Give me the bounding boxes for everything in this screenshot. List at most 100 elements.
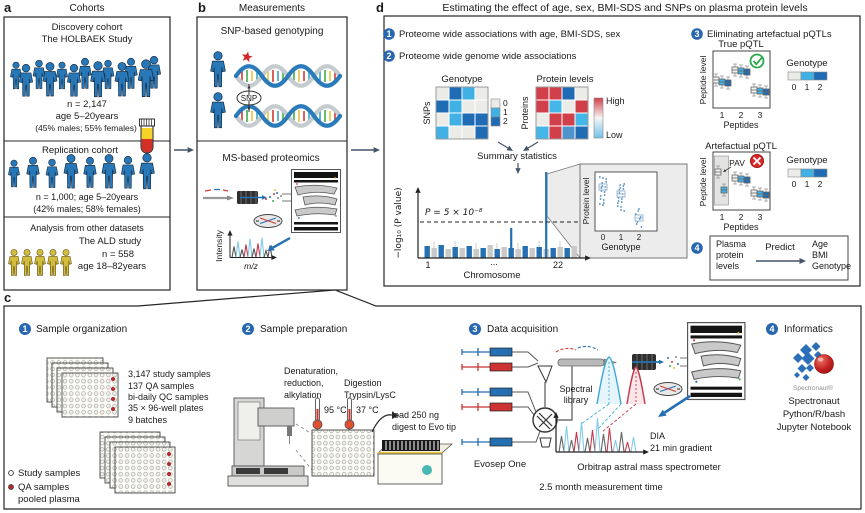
proteins-axis-label: Proteins xyxy=(520,96,530,130)
svg-text:0: 0 xyxy=(503,98,508,108)
step-2-text: Proteome wide genome wide associations xyxy=(399,51,577,62)
svg-text:3: 3 xyxy=(694,29,699,39)
svg-text:levels: levels xyxy=(716,261,740,271)
protein-heatmap xyxy=(535,86,589,140)
step-2-badge: 2 xyxy=(383,50,395,62)
svg-text:1: 1 xyxy=(619,233,624,242)
panel-b-label: b xyxy=(198,0,206,15)
svg-text:Digestion: Digestion xyxy=(344,378,382,388)
temp-37-label: 37 °C xyxy=(356,405,379,415)
spectronaut-logo-icon xyxy=(793,342,834,381)
connector-arrows xyxy=(174,85,806,455)
svg-text:3: 3 xyxy=(758,212,763,222)
svg-text:reduction,: reduction, xyxy=(284,378,324,388)
sample-organization-badge: 1 xyxy=(19,323,31,335)
blood-tube-icon xyxy=(139,118,155,154)
ald-age: age 18–82years xyxy=(78,261,146,272)
svg-text:Peptide level: Peptide level xyxy=(698,158,708,207)
data-acquisition-badge: 3 xyxy=(469,323,481,335)
svg-text:1: 1 xyxy=(720,212,725,222)
svg-text:1: 1 xyxy=(720,110,725,120)
genotype-matrix-legend: 0 1 2 xyxy=(490,98,508,127)
protein-matrix-title: Protein levels xyxy=(536,74,593,85)
measurement-time-label: 2.5 month measurement time xyxy=(539,482,663,493)
step-1-text: Proteome wide associations with age, BMI… xyxy=(399,29,620,40)
svg-text:alkylation: alkylation xyxy=(284,390,322,400)
dia-label: DIA xyxy=(650,431,665,441)
well-plate-stack-icon xyxy=(46,357,119,418)
genotyping-title: SNP-based genotyping xyxy=(221,26,324,37)
spectral-library-peaks-icon xyxy=(580,356,646,433)
svg-text:Denaturation,: Denaturation, xyxy=(284,366,338,376)
sample-organization-title: Sample organization xyxy=(36,324,127,335)
liquid-handler-robot-icon xyxy=(227,397,309,487)
svg-text:2: 2 xyxy=(739,212,744,222)
genotype-heatmap xyxy=(435,86,489,140)
panel-c-box xyxy=(3,289,862,510)
svg-text:Peptides: Peptides xyxy=(723,222,759,232)
svg-text:Low: Low xyxy=(606,130,623,140)
discovery-title: Discovery cohort xyxy=(52,22,123,33)
svg-text:35 × 96-well plates: 35 × 96-well plates xyxy=(128,403,204,413)
qa-sample-marker xyxy=(8,484,14,490)
dia-spectrum-plot xyxy=(558,417,637,453)
artefactual-pqtl-title: Artefactual pQTL xyxy=(705,141,777,152)
replication-title: Replication cohort xyxy=(42,145,118,156)
svg-text:2: 2 xyxy=(503,116,508,126)
svg-text:2: 2 xyxy=(637,233,642,242)
sample-preparation-badge: 2 xyxy=(242,323,254,335)
svg-text:1: 1 xyxy=(22,324,27,334)
svg-text:Genotype: Genotype xyxy=(786,58,827,69)
data-acquisition-title: Data acquisition xyxy=(487,324,558,335)
protein-matrix-legend: High Low xyxy=(593,96,625,140)
manhattan-plot-bars xyxy=(424,172,577,258)
svg-text:4: 4 xyxy=(769,324,774,334)
svg-text:Spectronaut: Spectronaut xyxy=(788,396,840,407)
panel-b: b Measurements SNP-based genotyping SNP … xyxy=(196,0,348,291)
svg-text:digest to Evo tip: digest to Evo tip xyxy=(392,422,456,432)
evosep-one-icon xyxy=(512,351,573,448)
panel-d-label: d xyxy=(376,0,384,15)
svg-text:0: 0 xyxy=(792,82,797,92)
sample-legend: Study samples QA samples pooled plasma xyxy=(8,468,81,505)
study-sample-marker xyxy=(8,470,14,476)
chr-tick-1: 1 xyxy=(425,260,430,270)
svg-text:Peptide level: Peptide level xyxy=(698,56,708,105)
chr-tick-mid: ... xyxy=(490,257,498,267)
panel-d: d Estimating the effect of age, sex, BMI… xyxy=(376,0,861,287)
svg-text:pooled plasma: pooled plasma xyxy=(18,494,81,505)
svg-text:Jupyter Notebook: Jupyter Notebook xyxy=(777,422,852,433)
snp-label: SNP xyxy=(241,94,257,103)
svg-text:library: library xyxy=(564,395,589,405)
svg-text:protein: protein xyxy=(716,250,744,260)
svg-text:Study samples: Study samples xyxy=(18,468,81,479)
replication-sex: (42% males; 58% females) xyxy=(33,204,141,214)
panel-a-title: Cohorts xyxy=(69,3,104,14)
step-3-badge: 3 xyxy=(691,28,703,40)
informatics-title: Informatics xyxy=(784,324,833,335)
replication-n-age: n = 1,000; age 5–20years xyxy=(36,192,139,202)
svg-text:0: 0 xyxy=(792,179,797,189)
ald-study: The ALD study xyxy=(79,236,142,247)
quadrupole-icon xyxy=(653,381,683,397)
manhattan-ylabel: −log₁₀ (P value) xyxy=(394,187,404,258)
panel-c: c 1 Sample organization 3,147 study samp… xyxy=(3,289,862,510)
genotype-legend-artefactual: Genotype 0 1 2 xyxy=(786,155,827,189)
svg-text:Trypsin/LysC: Trypsin/LysC xyxy=(344,390,396,400)
inset-xlabel: Genotype xyxy=(601,242,640,252)
instrument-label: Orbitrap astral mass spectrometer xyxy=(577,462,721,473)
thermometer-icon xyxy=(312,397,323,430)
svg-text:Age: Age xyxy=(812,239,828,249)
evotip-box-icon xyxy=(376,440,454,485)
predict-label: Predict xyxy=(765,242,795,253)
svg-text:Genotype: Genotype xyxy=(786,155,827,166)
panel-a: a Cohorts Discovery cohort The HOLBAEK S… xyxy=(3,0,171,291)
panel-b-title: Measurements xyxy=(239,3,305,14)
svg-text:2: 2 xyxy=(386,51,391,61)
pav-label: PAV xyxy=(729,158,745,168)
discovery-study: The HOLBAEK Study xyxy=(42,34,133,45)
step-4-badge: 4 xyxy=(691,242,703,254)
genotype-matrix-title: Genotype xyxy=(441,74,482,85)
svg-text:Peptides: Peptides xyxy=(723,120,759,130)
informatics-badge: 4 xyxy=(766,323,778,335)
